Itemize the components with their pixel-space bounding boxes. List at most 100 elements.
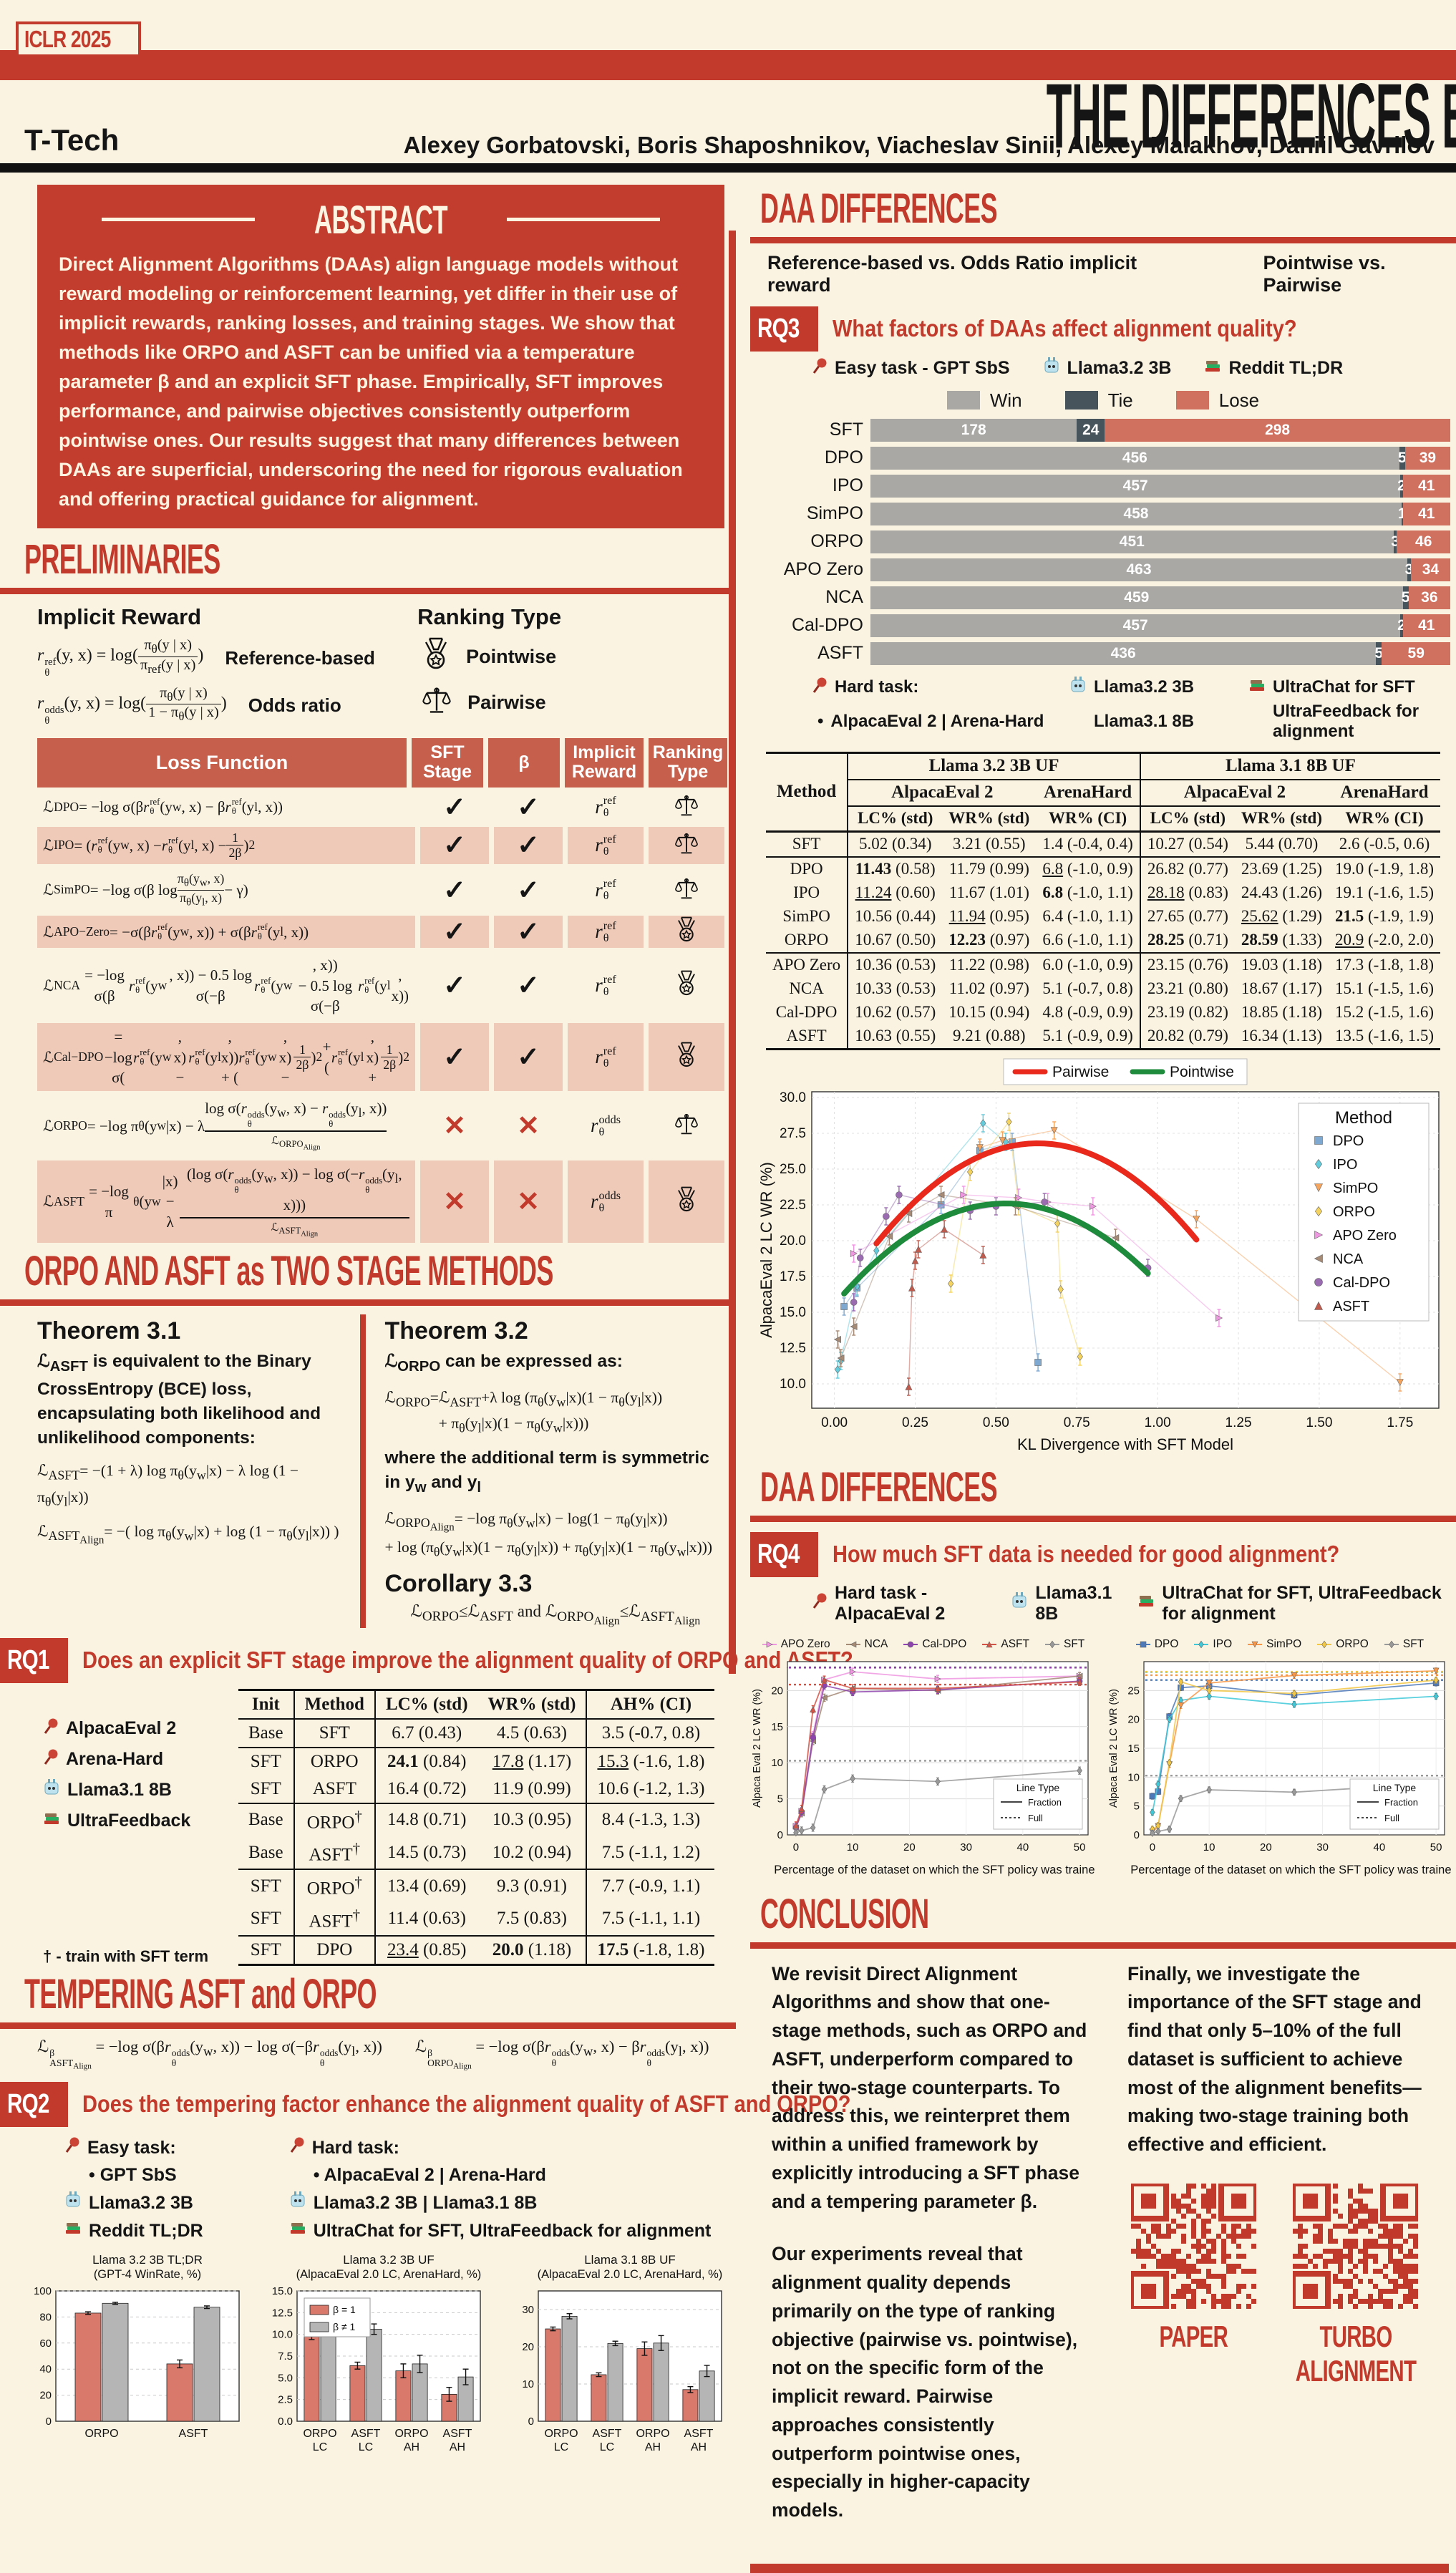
svg-text:AlpacaEval 2 LC WR (%): AlpacaEval 2 LC WR (%) [757,1162,775,1338]
svg-text:50: 50 [1430,1841,1442,1854]
svg-text:(GPT-4 WinRate, %): (GPT-4 WinRate, %) [94,2268,201,2281]
svg-text:40: 40 [1374,1841,1386,1854]
odds-reward-label: Odds ratio [248,694,341,717]
svg-text:25: 25 [1127,1685,1140,1697]
svg-text:10: 10 [847,1841,859,1854]
svg-text:15: 15 [1127,1743,1140,1755]
svg-text:Line Type: Line Type [1016,1782,1060,1793]
rq4-chart-pointwise: APO Zero NCA Cal-DPO ASFT SFT 0 5 10 15 20 0 10 20 30… [752,1634,1102,1886]
legend-item: Tie [1064,389,1133,412]
eval-dataset: UltraFeedback [43,1810,233,1832]
llama-icon [43,1778,60,1801]
section-two-stage: ORPO AND ASFT as TWO STAGE METHODS [24,1248,553,1295]
svg-text:1.75: 1.75 [1387,1415,1413,1430]
turbo-alignment-qr-code [1289,2180,1422,2312]
col-implicit-reward: Implicit Reward [565,737,644,788]
section-tempering: TEMPERING ASFT and ORPO [24,1970,377,2017]
rq4-model: Llama3.1 8B [1011,1583,1112,1624]
ref-reward-label: Reference-based [225,646,375,669]
cross-icon: ✕ [517,1187,540,1218]
svg-text:1.00: 1.00 [1145,1415,1171,1430]
results-table-row: APO Zero 10.36 (0.53) 11.22 (0.98) 6.0 (… [766,951,1440,977]
pairwise-label: Pairwise [467,692,546,714]
implicit-reward-cell: r ref θ [595,972,616,998]
svg-text:0: 0 [46,2415,52,2428]
check-icon: ✓ [443,971,466,1002]
rq1-table-row: Base ORPO† 14.8 (0.71) 10.3 (0.95) 8.4 (… [238,1802,715,1836]
svg-text:0.25: 0.25 [902,1415,928,1430]
rq3-question: What factors of DAAs affect alignment qu… [833,315,1297,342]
svg-text:LC: LC [600,2441,614,2453]
svg-text:20.0: 20.0 [780,1234,806,1249]
implicit-reward-cell: r ref θ [568,826,644,864]
results-table-row: IPO 11.24 (0.60) 11.67 (1.01) 6.8 (-1.0,… [766,881,1440,905]
rq4-badge: RQ4 [750,1531,819,1577]
rq4-dataset: UltraChat for SFT, UltraFeedback for ali… [1137,1583,1456,1624]
loss-formula: ℒ Cal−DPO = −log σ(r ref θ (y w, x) − r ref θ (y l… [37,1023,415,1092]
svg-text:60: 60 [39,2337,52,2349]
svg-text:0.50: 0.50 [983,1415,1009,1430]
loss-table-header: Loss Function SFT Stage β Implicit Rewar… [37,737,727,788]
rq1-table: Init Method LC% (std) WR% (std) AH% (CI)… [238,1689,715,1967]
theorem-32-intro: ℒORPO can be expressed as: [384,1352,623,1375]
cross-icon: ✕ [443,1187,466,1218]
scales-icon [422,684,452,722]
theorem-32-note: where the additional term is symmetric i… [384,1448,709,1496]
svg-text:ASFT: ASFT [179,2428,208,2440]
check-icon: ✓ [517,971,540,1002]
abstract-box: ABSTRACT Direct Alignment Algorithms (DA… [37,185,724,529]
rq1-col-init: Init [238,1690,295,1719]
books-icon [289,2217,306,2245]
svg-text:(AlpacaEval 2.0 LC, ArenaHard,: (AlpacaEval 2.0 LC, ArenaHard, %) [538,2268,723,2281]
svg-text:15: 15 [771,1721,783,1733]
pin-icon [812,677,828,699]
svg-text:(AlpacaEval 2.0 LC, ArenaHard,: (AlpacaEval 2.0 LC, ArenaHard, %) [296,2268,482,2281]
svg-text:ORPO: ORPO [636,2428,669,2440]
loss-formula: ℒ APO−Zero = −σ(β r ref θ (y w, x)) + σ(β r ref… [37,916,415,949]
check-icon: ✓ [517,917,540,948]
svg-text:10.0: 10.0 [272,2328,293,2340]
svg-text:Pointwise: Pointwise [1170,1064,1234,1080]
loss-table-row: ℒ SimPO = −log σ(β log πθ(yw, x) πθ(yl, x) … [37,868,722,912]
svg-text:Llama 3.2 3B TL;DR: Llama 3.2 3B TL;DR [92,2253,203,2267]
svg-text:DPO: DPO [1333,1133,1364,1149]
check-icon: ✓ [443,875,466,906]
results-table-row: NCA 10.33 (0.53) 11.02 (0.97) 5.1 (-0.7,… [766,977,1440,1001]
scales-icon [674,830,699,860]
svg-text:Full: Full [1384,1813,1399,1823]
rq4-chart-pairwise: DPO IPO SimPO ORPO SFT 0 5 10 15 20 25 0 10 20 30 40 50 L… [1108,1634,1456,1886]
loss-table-row: ℒ IPO = (r ref θ (y w, x) − r ref θ (y l, x) − 1 2β… [37,826,724,864]
pin-icon [289,2134,305,2162]
stacked-bar-row: NCA 459 5 36 [772,586,1450,609]
svg-text:20: 20 [1127,1713,1140,1725]
col-loss-function: Loss Function [37,737,407,788]
svg-text:AH: AH [645,2441,661,2453]
loss-formula: ℒ SimPO = −log σ(β log πθ(yw, x) πθ(yl, x) … [43,871,248,908]
svg-text:ASFT: ASFT [443,2428,472,2440]
section-rule [0,1299,736,1307]
svg-text:10: 10 [771,1757,783,1769]
svg-text:5.0: 5.0 [278,2372,293,2384]
rq2-badge: RQ2 [0,2081,69,2127]
svg-text:5: 5 [1134,1800,1140,1812]
header-divider [0,163,1456,173]
conclusion-p3: Finally, we investigate the importance o… [1127,1962,1422,2156]
check-icon: ✓ [443,917,466,948]
svg-text:Fraction: Fraction [1384,1797,1418,1808]
bottom-red-bar [750,2563,1449,2573]
column-divider [729,231,736,1674]
llama-icon [1069,676,1087,699]
svg-text:20: 20 [1260,1841,1272,1854]
loss-table-row: ℒ NCA = −log σ(β r ref θ (y w, x)) − 0.5 log σ… [37,951,722,1019]
rq1-col-ah: AH% (CI) [586,1690,715,1719]
svg-text:ORPO: ORPO [84,2428,118,2440]
theorem-32-title: Theorem 3.2 [384,1317,528,1345]
svg-text:40: 40 [39,2363,52,2375]
check-icon: ✓ [443,792,466,823]
rq2-chart-8b-uf: Llama 3.1 8B UF (AlpacaEval 2.0 LC, Arena… [500,2249,727,2468]
section-daa-differences-2: DAA DIFFERENCES [760,1463,998,1511]
theorem-31-formula-1: ℒASFT= −(1 + λ) log πθ(yw|x) − λ log (1 … [37,1462,299,1508]
theorem-31-title: Theorem 3.1 [37,1317,181,1345]
